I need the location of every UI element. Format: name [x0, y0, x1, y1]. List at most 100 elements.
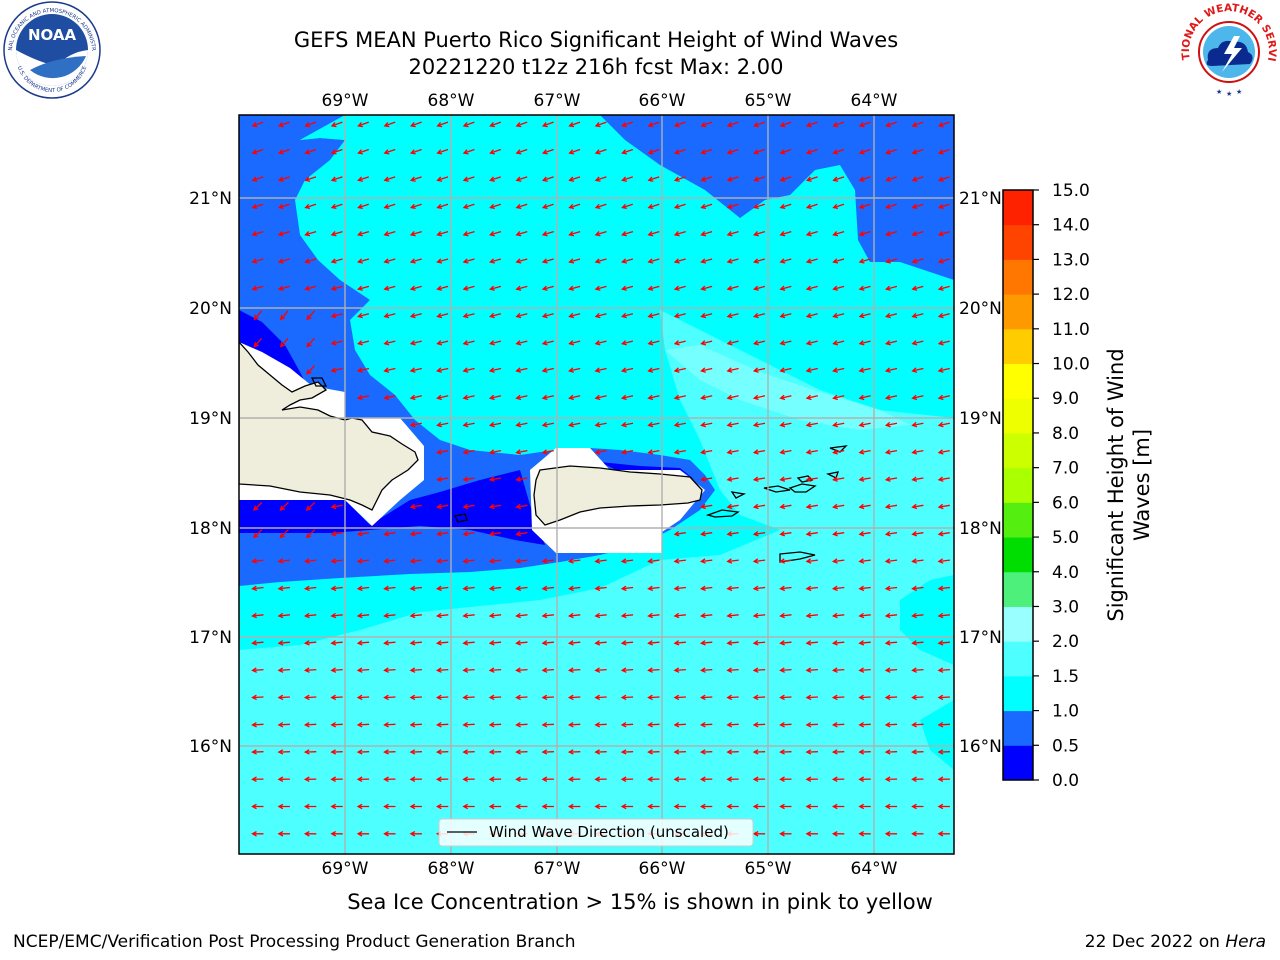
wave-direction-arrow [277, 749, 290, 755]
wave-direction-arrow [462, 340, 475, 346]
wave-direction-arrow [488, 585, 502, 592]
wave-direction-arrow [567, 612, 581, 619]
wave-direction-arrow [805, 530, 818, 537]
wave-direction-arrow [488, 421, 502, 428]
wave-direction-arrow [911, 585, 924, 592]
wave-direction-arrow [858, 312, 871, 319]
lon-labels-bottom: 69°W 68°W 67°W 66°W 65°W 64°W [322, 859, 898, 879]
wave-direction-arrow [356, 749, 370, 755]
wave-direction-arrow [699, 640, 713, 646]
colorbar-tick-label: 9.0 [1052, 389, 1079, 409]
wave-direction-arrow [357, 203, 370, 210]
wave-direction-arrow [726, 148, 739, 155]
wave-field-2-3 [665, 345, 910, 430]
wave-direction-arrow [726, 721, 739, 728]
wave-direction-arrow [594, 121, 607, 128]
wave-direction-arrow [409, 394, 422, 401]
wave-direction-arrow [673, 694, 686, 701]
lat-left-17n: 17°N [189, 628, 232, 648]
colorbar-tick-label: 0.5 [1052, 736, 1079, 756]
wave-direction-arrow [726, 503, 739, 510]
wave-direction-arrow [831, 640, 845, 646]
wave-direction-arrow [858, 530, 871, 537]
wave-direction-arrow [726, 749, 739, 755]
wave-direction-arrow [647, 585, 660, 592]
wave-field-1-1.5-notch [300, 115, 345, 140]
wave-direction-arrow [937, 640, 950, 646]
wave-direction-arrow [409, 831, 422, 837]
wave-direction-arrow [541, 421, 554, 428]
wave-direction-arrow [330, 258, 343, 264]
wave-direction-arrow [303, 776, 317, 782]
wave-direction-arrow [911, 148, 924, 155]
colorbar-swatch [1003, 641, 1033, 677]
colorbar: 0.0 0.5 1.0 1.5 2.0 3.0 4.0 5.0 6.0 7.0 8.0 9.0 10.0… [1002, 181, 1090, 791]
wave-direction-arrow [700, 312, 713, 319]
wave-direction-arrow [673, 367, 686, 373]
wave-direction-arrow [752, 721, 766, 728]
wave-direction-arrow [462, 148, 475, 155]
wave-direction-arrow [911, 503, 924, 510]
wave-direction-arrow [436, 421, 449, 428]
wave-direction-arrow [409, 776, 422, 782]
lat-right-21n: 21°N [959, 189, 1002, 209]
wave-direction-arrow [805, 421, 818, 428]
wave-direction-arrow [647, 285, 660, 291]
wave-direction-arrow [541, 176, 554, 182]
wave-direction-arrow [937, 203, 950, 210]
chart-subtitle: 20221220 t12z 216h fcst Max: 2.00 [408, 55, 784, 79]
wave-direction-arrow [779, 176, 792, 182]
wave-direction-arrow [306, 310, 315, 321]
colorbar-swatch [1003, 537, 1033, 573]
wave-direction-arrow [541, 340, 554, 346]
wave-direction-arrow [647, 203, 660, 210]
wave-direction-arrow [462, 585, 475, 592]
wave-direction-arrow [752, 640, 766, 646]
wave-direction-arrow [357, 148, 370, 155]
wave-direction-arrow [858, 258, 871, 264]
wave-direction-arrow [937, 449, 950, 455]
wave-direction-arrow [752, 749, 766, 755]
wave-direction-arrow [515, 421, 528, 428]
wave-direction-arrow [937, 612, 950, 619]
wave-direction-arrow [330, 640, 343, 646]
wave-direction-arrow [752, 612, 766, 619]
wave-direction-arrow [673, 203, 686, 210]
wave-direction-arrow [515, 121, 528, 128]
wave-direction-arrow [541, 449, 554, 455]
wave-direction-arrow [251, 230, 264, 237]
wave-direction-arrow [885, 148, 898, 155]
wave-direction-arrow [383, 285, 396, 291]
wave-direction-arrow [567, 558, 581, 564]
lat-left-18n: 18°N [189, 519, 232, 539]
wave-direction-arrow [858, 831, 871, 837]
wave-direction-arrow [911, 694, 924, 701]
wave-direction-arrow [752, 421, 766, 428]
wave-direction-arrow [462, 449, 475, 455]
noaa-logo-text: NOAA [28, 26, 77, 44]
wave-direction-arrow [726, 258, 739, 264]
nws-logo: NATIONAL WEATHER SERVICE ★ ★ ★ [1178, 0, 1278, 98]
wave-direction-arrow [911, 121, 924, 128]
wave-direction-arrow [277, 694, 290, 701]
wave-direction-arrow [647, 367, 660, 373]
wave-direction-arrow [303, 640, 317, 646]
wave-direction-arrow [937, 530, 950, 537]
colorbar-tick-label: 2.0 [1052, 632, 1079, 652]
wave-direction-arrow [436, 148, 449, 155]
wave-direction-arrow [858, 667, 871, 673]
wave-direction-arrow [462, 749, 475, 755]
wave-direction-arrow [383, 612, 396, 619]
wave-direction-arrow [409, 749, 422, 755]
lon-bottom-67w: 67°W [534, 859, 581, 879]
wave-direction-arrow [409, 203, 422, 210]
wave-direction-arrow [436, 230, 449, 237]
wave-direction-arrow [515, 585, 528, 592]
wave-direction-arrow [251, 285, 264, 291]
wave-direction-arrow [304, 148, 317, 155]
colorbar-tick-label: 8.0 [1052, 424, 1079, 444]
wave-direction-arrow [937, 421, 950, 428]
wave-direction-arrow [753, 148, 766, 155]
wave-direction-arrow [937, 476, 950, 482]
lat-left-16n: 16°N [189, 737, 232, 757]
